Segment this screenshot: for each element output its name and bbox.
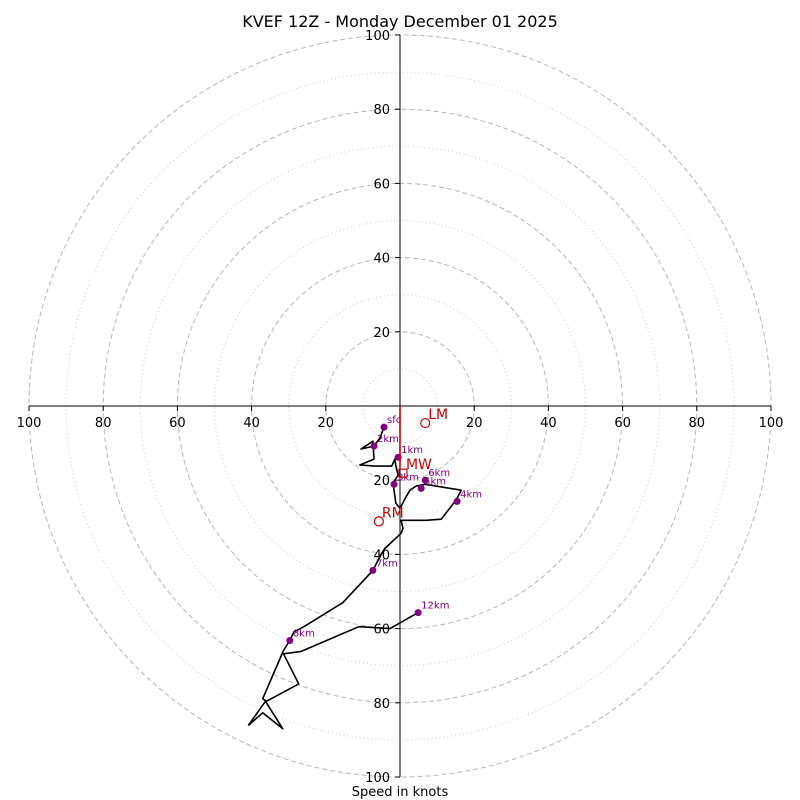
y-tick-label: 100 — [365, 29, 390, 44]
x-tick-label: 20 — [318, 416, 335, 431]
x-tick-label: 20 — [466, 416, 483, 431]
y-tick-label: 80 — [373, 103, 390, 118]
y-tick-label: 20 — [373, 474, 390, 489]
height-marker-label: 1km — [401, 445, 423, 456]
x-tick-label: 100 — [759, 416, 784, 431]
x-tick-label: 60 — [614, 416, 631, 431]
hodograph-trace-group — [247, 426, 463, 730]
y-tick-label: 60 — [373, 177, 390, 192]
y-tick-label: 100 — [365, 771, 390, 786]
storm-motion-label: MW — [406, 457, 432, 473]
height-marker-4km — [453, 497, 461, 505]
height-marker-2km — [370, 442, 378, 450]
x-tick-label: 40 — [243, 416, 260, 431]
storm-motion-marker-rm — [373, 516, 384, 527]
height-marker-5km — [417, 484, 425, 492]
hodograph-line — [247, 426, 463, 730]
y-tick-label: 60 — [373, 623, 390, 638]
height-marker-8km — [286, 636, 294, 644]
height-marker-label: 7km — [376, 558, 398, 569]
storm-motion-label: LM — [428, 407, 448, 423]
height-marker-3km — [390, 480, 398, 488]
storm-motion-markers: LM MW RM — [373, 406, 448, 527]
mean-wind-marker — [398, 468, 408, 478]
height-marker-label: 8km — [293, 628, 315, 639]
height-marker-label: 12km — [421, 601, 449, 612]
x-tick-label: 80 — [95, 416, 112, 431]
y-tick-label: 40 — [373, 252, 390, 267]
x-tick-label: 100 — [17, 416, 42, 431]
height-marker-label: 3km — [397, 472, 419, 483]
x-tick-label: 80 — [689, 416, 706, 431]
x-tick-label: 40 — [540, 416, 557, 431]
height-marker-label: sfc — [387, 415, 401, 426]
height-marker-label: 6km — [428, 468, 450, 479]
x-axis-label: Speed in knots — [352, 785, 449, 800]
axis-tick-labels: 100 80 60 40 20 20 40 60 80 100100806040202040608… — [17, 29, 784, 786]
storm-motion-marker-lm — [420, 417, 431, 429]
height-marker-label: 2km — [377, 434, 399, 445]
x-tick-label: 60 — [169, 416, 186, 431]
height-marker-label: 4km — [460, 489, 482, 500]
storm-motion-label: RM — [382, 505, 404, 521]
y-tick-label: 20 — [373, 326, 390, 341]
y-tick-label: 80 — [373, 697, 390, 712]
height-marker-sfc — [380, 423, 388, 431]
height-marker-7km — [369, 566, 377, 574]
height-marker-12km — [414, 609, 422, 617]
height-marker-6km — [421, 476, 429, 484]
chart-title: KVEF 12Z - Monday December 01 2025 — [242, 12, 558, 31]
height-marker-label: 5km — [424, 476, 446, 487]
